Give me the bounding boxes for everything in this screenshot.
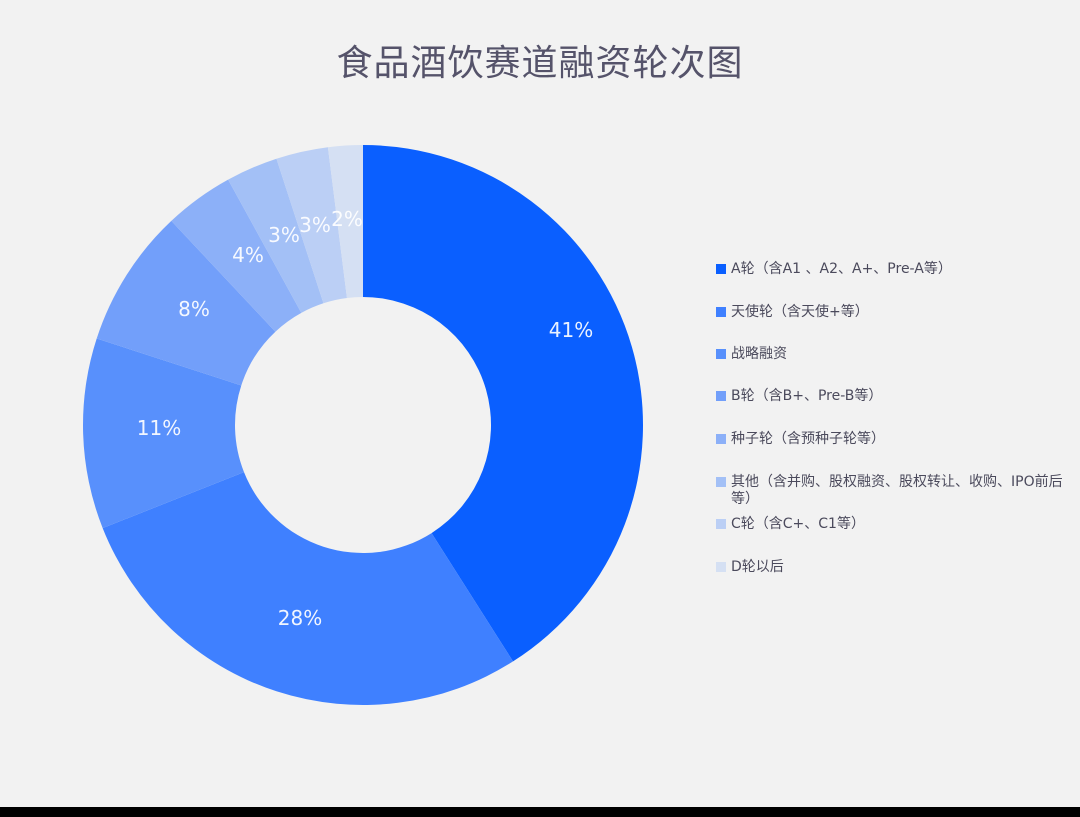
legend-label: 其他（含并购、股权融资、股权转让、收购、IPO前后等） <box>731 474 1063 507</box>
legend-swatch-icon <box>716 562 726 572</box>
donut-slice[interactable] <box>171 179 302 332</box>
donut-slice[interactable] <box>327 145 363 299</box>
legend-item-c-round[interactable]: C轮（含C+、C1等） <box>716 516 1076 533</box>
legend-swatch-icon <box>716 307 726 317</box>
legend-label: 天使轮（含天使+等） <box>731 304 869 320</box>
bottom-bar <box>0 807 1080 817</box>
legend-swatch-icon <box>716 434 726 444</box>
legend-swatch-icon <box>716 264 726 274</box>
legend-item-seed-round[interactable]: 种子轮（含预种子轮等） <box>716 431 1076 448</box>
legend-item-other[interactable]: 其他（含并购、股权融资、股权转让、收购、IPO前后等） <box>716 474 1076 508</box>
donut-slice[interactable] <box>363 145 643 662</box>
donut-slice[interactable] <box>228 158 324 313</box>
donut-slice[interactable] <box>82 338 244 529</box>
legend-item-angel-round[interactable]: 天使轮（含天使+等） <box>716 304 1076 321</box>
legend-item-d-round-plus[interactable]: D轮以后 <box>716 559 1076 576</box>
donut-slice[interactable] <box>96 220 276 386</box>
donut-slice-labels: 41%28%11%8%4%3% 3% 2% <box>137 207 593 630</box>
legend-swatch-icon <box>716 349 726 359</box>
legend-label: B轮（含B+、Pre-B等） <box>731 388 883 404</box>
chart-title: 食品酒饮赛道融资轮次图 <box>336 43 744 84</box>
slice-percent-label: 28% <box>278 606 322 630</box>
legend-label: 种子轮（含预种子轮等） <box>731 431 885 447</box>
legend-swatch-icon <box>716 519 726 529</box>
legend-label: 战略融资 <box>731 346 787 362</box>
donut-slices <box>82 145 643 705</box>
legend-item-b-round[interactable]: B轮（含B+、Pre-B等） <box>716 388 1076 405</box>
slice-percent-label: 4% <box>232 243 264 267</box>
slice-percent-label: 11% <box>137 416 181 440</box>
legend-swatch-icon <box>716 391 726 401</box>
legend-item-strategic[interactable]: 战略融资 <box>716 346 1076 363</box>
slice-percent-label: 8% <box>178 297 210 321</box>
donut-slice[interactable] <box>102 472 514 705</box>
slice-percent-label: 41% <box>549 318 593 342</box>
legend-item-a-round[interactable]: A轮（含A1 、A2、A+、Pre-A等） <box>716 261 1076 278</box>
legend-swatch-icon <box>716 477 726 487</box>
slice-percent-label: 3% <box>299 213 331 237</box>
legend-label: D轮以后 <box>731 559 784 575</box>
legend-label: A轮（含A1 、A2、A+、Pre-A等） <box>731 261 952 277</box>
slice-percent-label: 3% <box>268 223 300 247</box>
donut-slice[interactable] <box>276 147 347 304</box>
legend-label: C轮（含C+、C1等） <box>731 516 865 532</box>
slice-percent-label: 2% <box>331 207 363 231</box>
